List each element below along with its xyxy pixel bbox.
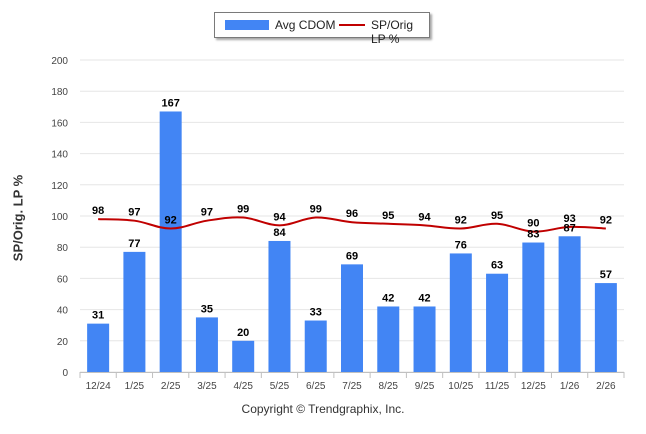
bar: [413, 306, 436, 372]
bar: [159, 111, 182, 372]
line-data-label: 97: [201, 207, 213, 219]
x-tick-label: 12/24: [86, 381, 111, 392]
line-data-label: 99: [237, 204, 249, 216]
bar-data-label: 33: [310, 307, 322, 319]
line-data-label: 95: [491, 210, 503, 222]
bar: [268, 240, 291, 372]
bar-data-label: 84: [273, 227, 286, 239]
y-tick-label: 0: [62, 368, 68, 379]
y-tick-label: 200: [51, 56, 68, 67]
legend-bar-label: Avg CDOM: [275, 18, 336, 32]
y-tick-label: 40: [57, 306, 69, 317]
y-tick-label: 100: [51, 212, 68, 223]
line-data-label: 95: [382, 210, 394, 222]
bar: [304, 320, 327, 372]
y-tick-label: 20: [57, 337, 69, 348]
y-tick-label: 80: [57, 243, 69, 254]
x-tick-label: 10/25: [448, 381, 473, 392]
bar: [195, 317, 218, 372]
bar: [341, 264, 363, 372]
x-tick-label: 4/25: [233, 381, 253, 392]
legend-line-label: SP/Orig LP %: [371, 18, 414, 46]
line-data-label: 92: [455, 214, 467, 226]
x-tick-label: 2/25: [161, 381, 181, 392]
bar-data-label: 87: [563, 222, 575, 234]
line-data-label: 96: [346, 208, 358, 220]
bar-data-label: 42: [382, 292, 394, 304]
x-tick-label: 5/25: [270, 381, 290, 392]
bar-data-label: 63: [491, 260, 503, 272]
bar-data-label: 20: [237, 327, 249, 339]
line-data-label: 92: [165, 214, 177, 226]
legend-line-swatch: [339, 24, 365, 26]
legend-bar-swatch: [225, 20, 269, 30]
x-tick-label: 1/26: [560, 381, 580, 392]
bar-data-label: 167: [161, 97, 179, 109]
x-tick-label: 3/25: [197, 381, 217, 392]
bar-data-label: 31: [92, 310, 104, 322]
x-tick-label: 6/25: [306, 381, 326, 392]
bar-data-label: 42: [418, 292, 430, 304]
bar-data-label: 76: [455, 239, 467, 251]
bar-data-label: 77: [128, 238, 140, 250]
legend: Avg CDOM SP/Orig LP %: [214, 12, 430, 46]
line-data-label: 92: [600, 214, 612, 226]
bar: [87, 323, 110, 372]
line-series: [98, 216, 606, 233]
line-data-label: 93: [563, 213, 575, 225]
y-axis-title: SP/Orig. LP %: [10, 174, 26, 262]
x-tick-label: 7/25: [342, 381, 362, 392]
bar: [377, 306, 400, 372]
bar: [486, 273, 509, 372]
y-tick-label: 160: [51, 118, 68, 129]
bar-data-label: 35: [201, 303, 213, 315]
bar: [558, 236, 581, 372]
bar: [449, 253, 472, 372]
y-tick-label: 180: [51, 87, 68, 98]
line-data-label: 94: [273, 211, 286, 223]
y-tick-label: 140: [51, 150, 68, 161]
bar: [594, 283, 617, 372]
line-data-label: 97: [128, 207, 140, 219]
copyright: Copyright © Trendgraphix, Inc.: [241, 402, 405, 416]
x-tick-label: 2/26: [596, 381, 616, 392]
bar-data-label: 69: [346, 250, 358, 262]
line-data-label: 99: [310, 204, 322, 216]
bar-data-label: 83: [527, 229, 539, 241]
y-tick-label: 60: [57, 274, 69, 285]
x-tick-label: 12/25: [521, 381, 546, 392]
x-tick-label: 1/25: [125, 381, 145, 392]
line-data-label: 90: [527, 218, 539, 230]
x-tick-label: 8/25: [379, 381, 399, 392]
x-tick-label: 11/25: [485, 381, 510, 392]
y-tick-label: 120: [51, 181, 68, 192]
bar: [232, 340, 255, 372]
x-tick-label: 9/25: [415, 381, 435, 392]
bar-data-label: 57: [600, 269, 612, 281]
bar: [123, 251, 146, 372]
line-data-label: 98: [92, 205, 104, 217]
bar: [522, 242, 545, 372]
line-data-label: 94: [418, 211, 431, 223]
